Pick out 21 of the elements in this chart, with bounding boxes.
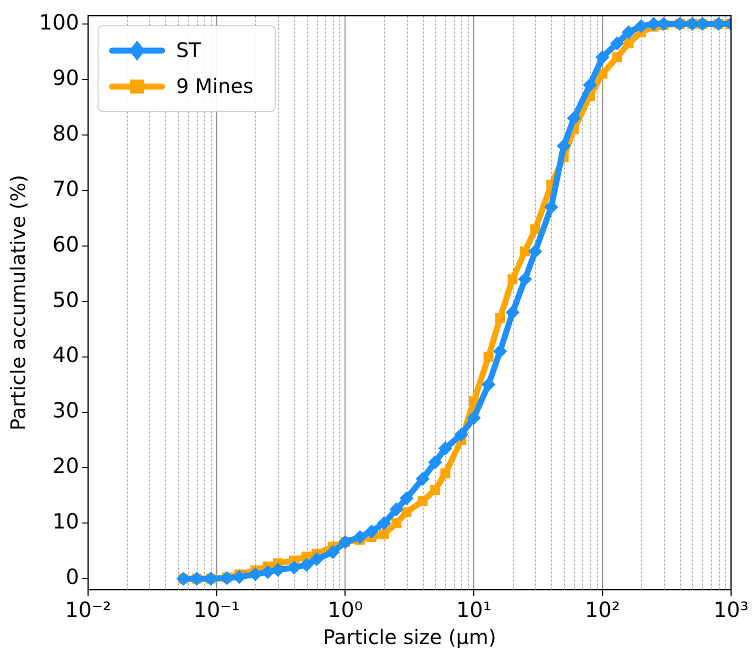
x-axis-title: Particle size (μm) bbox=[322, 625, 496, 650]
x-tick-label: 10¹ bbox=[456, 598, 492, 622]
y-tick-label: 20 bbox=[52, 454, 80, 478]
y-tick-label: 30 bbox=[52, 398, 80, 423]
legend-label: ST bbox=[176, 38, 202, 62]
legend-label: 9 Mines bbox=[176, 74, 254, 98]
y-tick-label: 40 bbox=[52, 343, 80, 368]
x-tick-label: 10⁰ bbox=[328, 598, 363, 622]
x-tick-label: 10⁻² bbox=[64, 598, 112, 622]
y-tick-label: 80 bbox=[52, 121, 80, 146]
y-axis-title: Particle accumulative (%) bbox=[6, 174, 30, 431]
y-tick-label: 100 bbox=[38, 10, 80, 34]
x-tick-label: 10² bbox=[584, 598, 620, 622]
y-tick-label: 60 bbox=[52, 232, 80, 256]
y-tick-label: 50 bbox=[52, 288, 80, 312]
y-tick-label: 10 bbox=[52, 510, 80, 534]
x-tick-label: 10⁻¹ bbox=[194, 598, 240, 622]
y-tick-label: 70 bbox=[52, 176, 80, 201]
y-tick-label: 90 bbox=[52, 66, 80, 90]
x-tick-label: 10³ bbox=[713, 598, 749, 622]
y-tick-label: 0 bbox=[66, 565, 80, 590]
